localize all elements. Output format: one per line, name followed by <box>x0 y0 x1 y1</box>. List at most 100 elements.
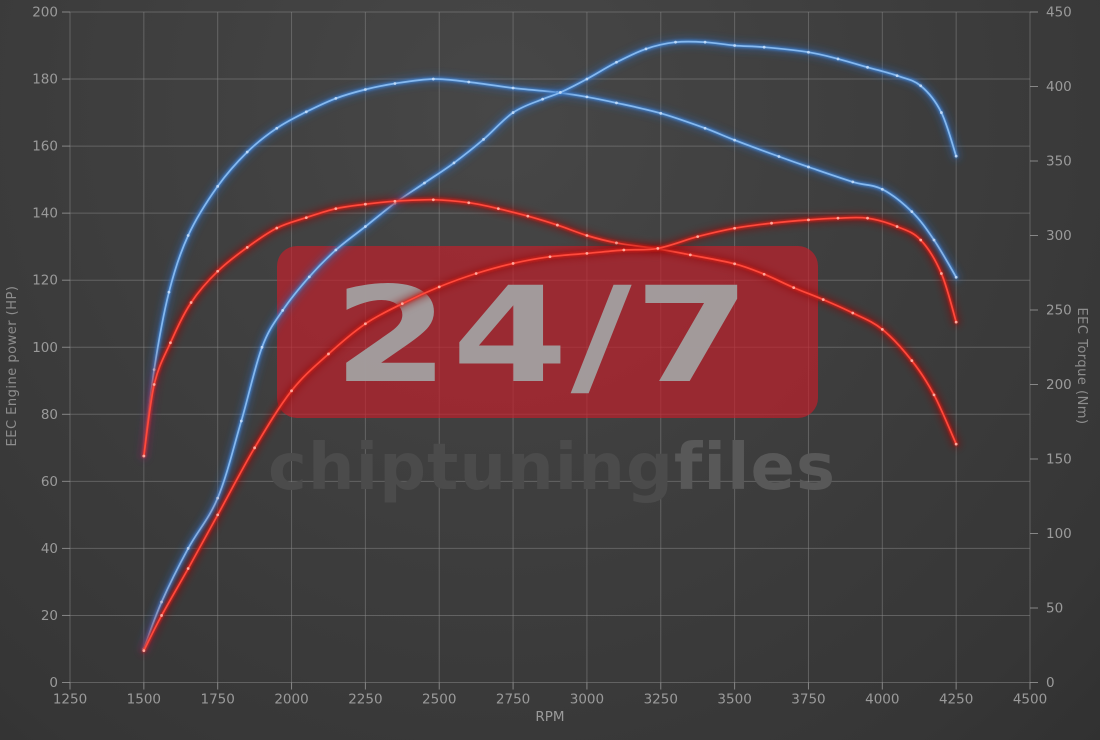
y-left-tick-label: 60 <box>41 474 58 490</box>
curve-torque-original-point <box>334 207 338 211</box>
curve-torque-tuned-point <box>304 110 308 114</box>
curve-torque-tuned-point <box>880 187 884 191</box>
curve-power-tuned-point <box>919 84 923 88</box>
curve-power-original-point <box>548 255 552 259</box>
curve-torque-original-point <box>152 383 156 386</box>
curve-power-original-point <box>186 567 190 570</box>
curve-torque-original-point <box>189 301 193 304</box>
curve-torque-original-point <box>555 223 559 227</box>
watermark-box <box>277 246 818 418</box>
curve-torque-original-point <box>762 272 766 276</box>
x-tick-label: 4500 <box>1013 692 1047 708</box>
curve-power-original-point <box>474 272 478 275</box>
curve-torque-tuned-point <box>932 238 936 242</box>
x-tick-label: 3250 <box>644 692 678 708</box>
curve-torque-tuned-point <box>777 155 781 158</box>
curve-torque-tuned-point <box>954 275 958 279</box>
x-tick-label: 2250 <box>348 692 382 708</box>
y-left-tick-label: 160 <box>32 139 58 155</box>
curve-torque-original-point <box>733 262 737 266</box>
curve-torque-original-point <box>363 202 367 206</box>
x-tick-label: 1250 <box>53 692 87 708</box>
x-tick-label: 1500 <box>127 692 161 708</box>
curve-torque-tuned-point <box>216 184 220 188</box>
curve-torque-tuned-point <box>363 88 367 91</box>
y-right-tick-label: 0 <box>1046 675 1055 691</box>
x-tick-label: 1750 <box>201 692 235 708</box>
curve-torque-original-point <box>880 327 884 331</box>
curve-power-original-point <box>919 238 923 242</box>
watermark-24-7-text: 24/7 <box>333 259 753 413</box>
curve-power-tuned-point <box>585 77 589 81</box>
curve-power-original-point <box>807 218 810 222</box>
curve-torque-tuned-point <box>733 138 737 142</box>
curve-power-original-point <box>160 614 163 617</box>
curve-power-original-point <box>585 251 589 255</box>
curve-power-tuned-point <box>160 600 163 604</box>
curve-power-tuned-point <box>703 40 707 44</box>
curve-torque-original-point <box>932 393 936 397</box>
curve-power-tuned-point <box>954 154 958 158</box>
curve-torque-original-point <box>496 207 500 211</box>
curve-power-original-point <box>437 285 441 289</box>
curve-torque-tuned-point <box>659 111 663 115</box>
curve-power-tuned-point <box>334 248 338 252</box>
curve-torque-tuned-point <box>585 95 589 99</box>
curve-torque-tuned-point <box>334 97 338 100</box>
curve-power-original-point <box>142 649 146 653</box>
curve-torque-tuned-point <box>186 234 190 237</box>
curve-torque-original-point <box>304 216 308 220</box>
curve-torque-tuned-point <box>431 77 435 81</box>
y-right-tick-label: 300 <box>1046 228 1072 244</box>
curve-torque-original-point <box>431 198 435 202</box>
x-tick-label: 2000 <box>274 692 308 708</box>
y-axis-title-left: EEC Engine power (HP) <box>5 286 20 447</box>
y-left-tick-label: 20 <box>41 608 58 624</box>
curve-power-tuned-point <box>482 137 485 141</box>
y-left-tick-label: 140 <box>32 206 58 222</box>
y-left-tick-label: 40 <box>41 541 58 557</box>
curve-power-original-point <box>400 302 404 306</box>
y-right-tick-label: 100 <box>1046 526 1072 542</box>
curve-torque-original-point <box>169 341 172 345</box>
curve-power-tuned-point <box>216 496 220 500</box>
y-right-tick-label: 50 <box>1046 601 1063 617</box>
x-tick-label: 4000 <box>865 692 899 708</box>
curve-power-tuned-point <box>674 40 677 44</box>
curve-power-original-point <box>327 352 330 356</box>
curve-power-tuned-point <box>452 161 456 165</box>
curve-power-original-point <box>733 226 737 230</box>
curve-power-tuned-point <box>807 50 810 54</box>
curve-power-tuned-point <box>558 91 562 94</box>
curve-power-tuned-point <box>939 111 943 114</box>
curve-power-tuned-point <box>895 74 899 78</box>
curve-power-tuned-point <box>239 419 243 423</box>
curve-torque-tuned-point <box>393 82 397 85</box>
curve-power-tuned-point <box>762 45 766 49</box>
y-left-tick-label: 100 <box>32 340 58 356</box>
curve-power-tuned-point <box>511 111 515 114</box>
curve-torque-tuned-point <box>703 126 707 130</box>
y-left-tick-label: 0 <box>49 675 58 691</box>
curve-power-tuned-point <box>307 275 311 279</box>
y-left-tick-label: 180 <box>32 72 58 88</box>
curve-torque-tuned-point <box>910 210 914 214</box>
curve-power-tuned-point <box>363 225 367 228</box>
curve-power-original-point <box>866 216 869 220</box>
x-tick-label: 2500 <box>422 692 456 708</box>
x-tick-label: 2750 <box>496 692 530 708</box>
y-right-tick-label: 200 <box>1046 377 1072 393</box>
y-right-tick-label: 250 <box>1046 303 1072 319</box>
curve-torque-original-point <box>615 241 618 245</box>
curve-power-original-point <box>954 320 958 324</box>
x-axis-title: RPM <box>535 709 564 725</box>
curve-torque-tuned-point <box>275 126 279 130</box>
curve-torque-original-point <box>245 246 249 249</box>
curve-power-tuned-point <box>644 47 648 51</box>
y-right-tick-label: 150 <box>1046 452 1072 468</box>
y-axis-title-right: EEC Torque (Nm) <box>1074 307 1089 424</box>
curve-torque-original-point <box>851 311 855 315</box>
watermark-chiptuning-part: chiptuning <box>268 431 674 505</box>
curve-power-original-point <box>290 389 293 393</box>
